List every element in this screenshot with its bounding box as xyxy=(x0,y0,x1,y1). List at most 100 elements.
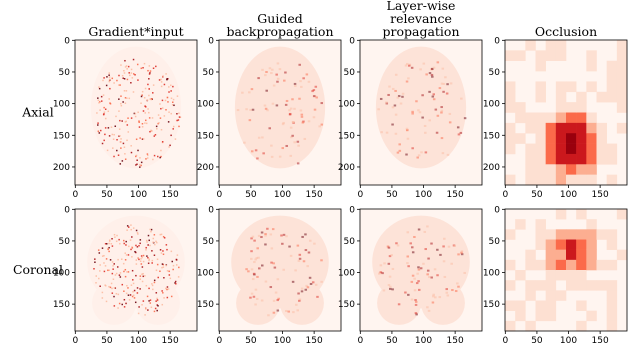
relevance-spot xyxy=(135,259,138,261)
relevance-spot xyxy=(407,265,410,268)
x-tick-label: 100 xyxy=(415,190,432,200)
relevance-spot xyxy=(273,266,277,269)
relevance-spot xyxy=(135,244,137,247)
relevance-spot xyxy=(243,141,246,144)
relevance-spot xyxy=(383,262,386,265)
y-tick-label: 50 xyxy=(489,68,501,78)
relevance-spot xyxy=(443,275,447,278)
relevance-spot xyxy=(156,258,159,261)
occlusion-cell xyxy=(576,102,587,113)
relevance-spot xyxy=(160,149,162,152)
relevance-spot xyxy=(248,91,251,94)
relevance-spot xyxy=(109,286,112,289)
relevance-spot xyxy=(168,270,170,273)
occlusion-cell xyxy=(606,143,618,155)
relevance-spot xyxy=(110,243,113,245)
heatmap xyxy=(75,40,197,185)
relevance-spot xyxy=(251,235,255,238)
x-tick-label: 100 xyxy=(560,336,577,343)
occlusion-cell xyxy=(596,91,607,103)
relevance-spot xyxy=(411,251,415,254)
relevance-spot xyxy=(142,275,145,278)
y-tick-label: 150 xyxy=(483,300,500,310)
relevance-spot xyxy=(105,84,108,87)
relevance-spot xyxy=(438,87,442,90)
relevance-spot xyxy=(430,73,434,76)
axes-frame xyxy=(359,39,483,186)
relevance-spot xyxy=(142,110,145,112)
relevance-spot xyxy=(126,229,128,231)
relevance-spot xyxy=(446,83,449,86)
y-tick-label: 50 xyxy=(59,68,71,78)
relevance-spot xyxy=(162,235,165,238)
relevance-spot xyxy=(261,264,264,267)
occlusion-cell xyxy=(576,209,587,220)
relevance-spot xyxy=(316,295,319,298)
relevance-spot xyxy=(118,128,121,130)
relevance-spot xyxy=(284,71,287,74)
occlusion-cell xyxy=(525,280,536,291)
y-tick-label: 50 xyxy=(344,68,356,78)
relevance-spot xyxy=(282,268,285,271)
relevance-spot xyxy=(417,268,421,271)
occlusion-cell xyxy=(576,112,587,124)
relevance-spot xyxy=(276,62,280,65)
relevance-spot xyxy=(315,96,318,99)
relevance-spot xyxy=(97,99,100,102)
occlusion-cell xyxy=(606,300,618,311)
relevance-spot xyxy=(149,228,151,231)
relevance-spot xyxy=(263,104,267,107)
occlusion-cell xyxy=(586,280,597,291)
relevance-spot xyxy=(154,243,156,246)
relevance-spot xyxy=(139,164,141,166)
x-tick-label: 0 xyxy=(502,190,508,200)
relevance-spot xyxy=(112,147,114,149)
relevance-spot xyxy=(113,263,115,265)
relevance-spot xyxy=(98,252,101,254)
occlusion-cell xyxy=(555,102,567,113)
relevance-spot xyxy=(170,134,172,137)
y-tick-label: 50 xyxy=(344,237,356,247)
relevance-spot xyxy=(320,259,323,262)
relevance-spot xyxy=(456,282,459,285)
occlusion-cell xyxy=(555,143,567,155)
relevance-spot xyxy=(113,133,115,136)
x-tick-label: 0 xyxy=(357,190,363,200)
relevance-spot xyxy=(127,254,130,256)
occlusion-cell xyxy=(515,300,526,311)
relevance-spot xyxy=(281,123,285,126)
relevance-spot xyxy=(132,291,134,293)
occlusion-cell xyxy=(586,122,597,134)
relevance-spot xyxy=(113,305,116,307)
relevance-spot xyxy=(320,123,324,126)
x-tick-label: 150 xyxy=(306,190,323,200)
relevance-spot xyxy=(396,244,400,247)
relevance-spot xyxy=(432,293,435,296)
occlusion-cell xyxy=(515,133,526,144)
relevance-spot xyxy=(108,74,110,76)
relevance-spot xyxy=(304,288,308,291)
relevance-spot xyxy=(135,263,138,265)
relevance-spot xyxy=(140,258,142,260)
relevance-spot xyxy=(160,252,163,254)
occlusion-cell xyxy=(545,133,557,144)
column-title: Gradient*input xyxy=(88,24,183,39)
relevance-spot xyxy=(269,286,273,289)
brain xyxy=(280,280,324,325)
relevance-spot xyxy=(420,151,423,154)
relevance-spot xyxy=(304,249,308,252)
relevance-spot xyxy=(428,72,432,75)
relevance-spot xyxy=(245,268,248,271)
occlusion-cell xyxy=(555,229,567,240)
occlusion-cell xyxy=(566,164,577,175)
relevance-spot xyxy=(150,228,153,231)
relevance-spot xyxy=(377,108,380,111)
relevance-spot xyxy=(453,244,456,247)
relevance-spot xyxy=(296,309,299,312)
relevance-spot xyxy=(109,259,112,261)
relevance-spot xyxy=(298,253,302,256)
relevance-spot xyxy=(255,297,259,300)
relevance-spot xyxy=(137,111,139,114)
axes-frame xyxy=(218,208,342,332)
y-tick-label: 150 xyxy=(483,131,500,141)
